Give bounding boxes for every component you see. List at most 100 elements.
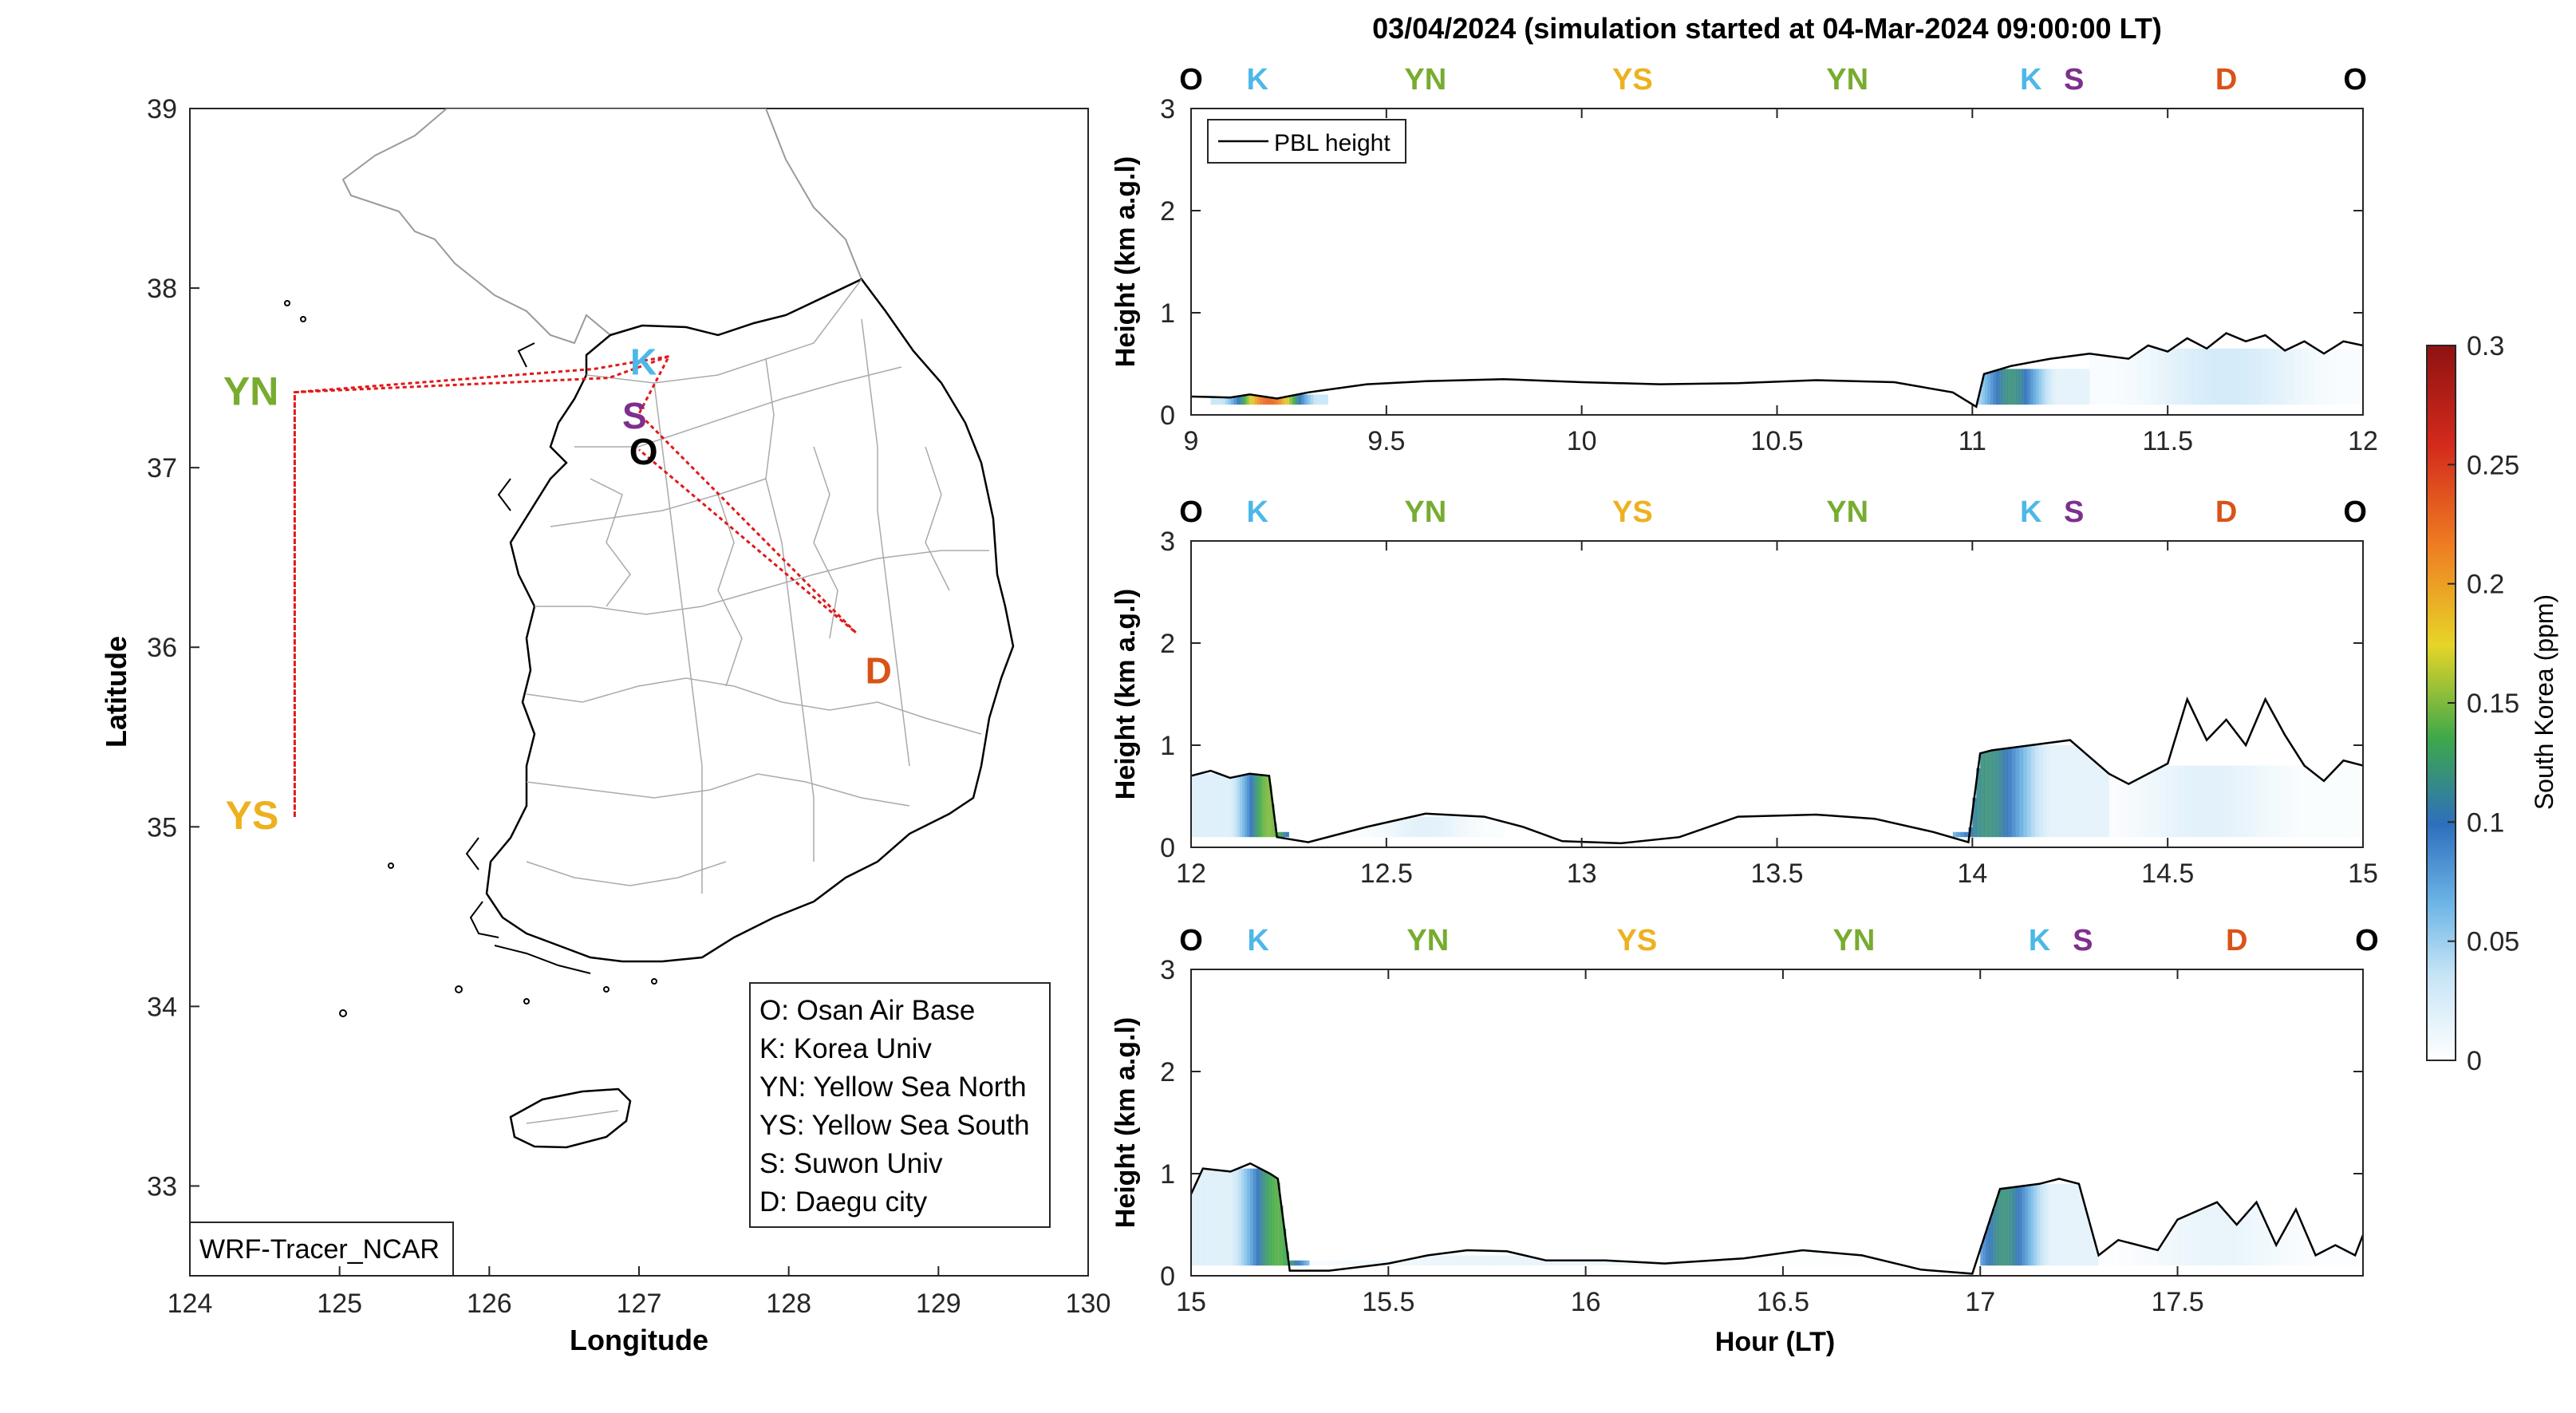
concentration-cell (1193, 1184, 1197, 1266)
concentration-cell (2318, 779, 2326, 838)
concentration-cell (1277, 397, 1282, 405)
concentration-cell (2329, 1245, 2337, 1266)
concentration-cell (1280, 1206, 1284, 1266)
concentration-cell (2018, 1186, 2022, 1266)
concentration-cell (1237, 776, 1241, 838)
concentration-cell (2323, 1249, 2331, 1266)
concentration-cell (2211, 1203, 2219, 1266)
concentration-cell (2349, 348, 2357, 405)
concentration-cell (2112, 1242, 2119, 1266)
concentration-cell (1252, 1168, 1257, 1266)
site-label-k: K (1247, 495, 1269, 529)
concentration-cell (1215, 773, 1219, 838)
concentration-cell (2172, 348, 2180, 405)
concentration-cell (2317, 1253, 2324, 1266)
colorbar: 0 0.05 0.1 0.15 0.2 0.25 0.3 South Korea (ppm) (2426, 331, 2558, 1076)
concentration-cell (1972, 797, 1977, 838)
panel-frame (1190, 969, 2364, 1277)
concentration-cell (2335, 348, 2343, 405)
concentration-cell (1306, 1260, 1310, 1266)
concentration-cell (2253, 348, 2261, 405)
concentration-cell (1453, 816, 1458, 838)
concentration-cell (2035, 369, 2039, 405)
concentration-cell (1355, 829, 1360, 838)
concentration-cell (1980, 1245, 1984, 1266)
concentration-cell (2022, 369, 2026, 405)
concentration-cell (1213, 773, 1217, 838)
concentration-cell (2109, 775, 2116, 838)
site-label-k: K (2020, 63, 2042, 97)
concentration-cell (2048, 1183, 2052, 1266)
map-axes: 124 125 126 127 128 129 130 33 34 35 36 37 38 39 (147, 94, 1110, 1319)
concentration-cell (1468, 816, 1473, 838)
concentration-cell (1367, 826, 1371, 838)
concentration-cell (1749, 1256, 1766, 1266)
x-tick-label: 12.5 (1360, 858, 1413, 889)
concentration-cell (1284, 397, 1288, 405)
concentration-cell (1456, 1255, 1473, 1266)
concentration-cell (1286, 396, 1291, 405)
concentration-cell (2039, 1183, 2043, 1266)
concentration-cell (2350, 765, 2357, 838)
concentration-cell (2065, 745, 2071, 838)
concentration-cell (1266, 776, 1270, 838)
site-label-k: K (1247, 924, 1269, 957)
concentration-cell (1228, 397, 1232, 405)
concentration-cell (1492, 819, 1497, 838)
concentration-cell (1264, 775, 1268, 838)
concentration-cell (1683, 1260, 1701, 1266)
concentration-cell (2204, 765, 2211, 838)
concentration-cell (2053, 1183, 2058, 1266)
concentration-cell (2216, 765, 2224, 838)
concentration-cell (2026, 745, 2032, 838)
concentration-cell (1272, 397, 1276, 405)
concentration-cell (2164, 1234, 2172, 1266)
concentration-cell (1280, 397, 1284, 405)
concentration-cell (2223, 765, 2231, 838)
concentration-cell (1390, 821, 1395, 838)
concentration-cell (2219, 348, 2227, 405)
concentration-cell (2074, 1183, 2079, 1266)
map-x-tick-label: 124 (168, 1289, 213, 1319)
site-marker-s: S (622, 395, 647, 436)
concentration-cell (1256, 1168, 1260, 1266)
concentration-cell (1911, 1260, 1929, 1266)
concentration-cell (1846, 1255, 1864, 1266)
concentration-cell (2306, 769, 2313, 838)
colorbar-tick-label: 0.3 (2467, 331, 2504, 361)
site-label-ys: YS (1612, 63, 1653, 97)
concentration-cell (1309, 1260, 1327, 1266)
concentration-cell (2055, 369, 2059, 405)
concentration-cell (1245, 394, 1249, 405)
concentration-cell (2226, 348, 2234, 405)
concentration-cell (2151, 1249, 2159, 1266)
concentration-cell (2086, 1218, 2090, 1266)
concentration-cell (2199, 348, 2207, 405)
pbl-legend-label: PBL height (1274, 130, 1391, 156)
concentration-cell (1505, 1255, 1522, 1266)
concentration-cell (1242, 775, 1245, 838)
concentration-cell (1298, 394, 1302, 405)
concentration-cell (1460, 816, 1466, 838)
concentration-cell (2051, 1183, 2055, 1266)
concentration-cell (1245, 774, 1248, 838)
x-tick-label: 11.5 (2142, 426, 2193, 456)
colorbar-ticks: 0 0.05 0.1 0.15 0.2 0.25 0.3 (2448, 331, 2519, 1076)
concentration-cell (2274, 765, 2282, 838)
site-label-d: D (2226, 924, 2247, 957)
y-tick-label: 3 (1160, 527, 1175, 557)
concentration-cell (1249, 774, 1253, 838)
concentration-cell (1232, 1170, 1237, 1266)
concentration-cell (1351, 830, 1356, 838)
concentration-cell (1521, 1256, 1538, 1266)
x-tick-label: 9 (1184, 426, 1199, 456)
concentration-cell (1259, 775, 1263, 838)
concentration-cell (1619, 1260, 1635, 1266)
concentration-cell (1586, 1260, 1604, 1266)
concentration-cell (1247, 1168, 1251, 1266)
concentration-cell (2044, 369, 2048, 405)
concentration-cell (1227, 777, 1231, 838)
site-marker-d: D (866, 649, 892, 691)
legend-entry-yn: YN: Yellow Sea North (759, 1072, 1027, 1103)
legend-entry-s: S: Suwon Univ (759, 1148, 943, 1179)
